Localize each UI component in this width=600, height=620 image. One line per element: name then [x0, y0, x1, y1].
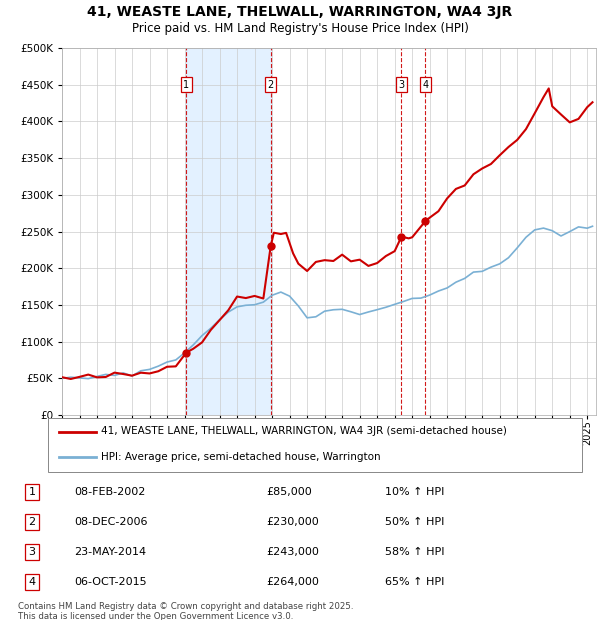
Text: 10% ↑ HPI: 10% ↑ HPI — [385, 487, 444, 497]
Text: 1: 1 — [29, 487, 35, 497]
Text: 2: 2 — [268, 80, 274, 90]
Text: £243,000: £243,000 — [266, 547, 319, 557]
Text: 3: 3 — [29, 547, 35, 557]
Text: 23-MAY-2014: 23-MAY-2014 — [74, 547, 146, 557]
Text: 08-FEB-2002: 08-FEB-2002 — [74, 487, 146, 497]
Text: 2: 2 — [29, 517, 35, 527]
Text: Contains HM Land Registry data © Crown copyright and database right 2025.
This d: Contains HM Land Registry data © Crown c… — [18, 602, 353, 620]
Text: 58% ↑ HPI: 58% ↑ HPI — [385, 547, 444, 557]
Text: 3: 3 — [398, 80, 404, 90]
Text: 50% ↑ HPI: 50% ↑ HPI — [385, 517, 444, 527]
FancyBboxPatch shape — [48, 418, 582, 472]
Text: 4: 4 — [29, 577, 35, 587]
Text: £85,000: £85,000 — [266, 487, 312, 497]
Text: 41, WEASTE LANE, THELWALL, WARRINGTON, WA4 3JR: 41, WEASTE LANE, THELWALL, WARRINGTON, W… — [88, 5, 512, 19]
Text: 4: 4 — [422, 80, 428, 90]
Text: 08-DEC-2006: 08-DEC-2006 — [74, 517, 148, 527]
Text: 65% ↑ HPI: 65% ↑ HPI — [385, 577, 444, 587]
Text: HPI: Average price, semi-detached house, Warrington: HPI: Average price, semi-detached house,… — [101, 452, 381, 462]
Text: 1: 1 — [183, 80, 190, 90]
Text: £230,000: £230,000 — [266, 517, 319, 527]
Text: £264,000: £264,000 — [266, 577, 319, 587]
Text: 41, WEASTE LANE, THELWALL, WARRINGTON, WA4 3JR (semi-detached house): 41, WEASTE LANE, THELWALL, WARRINGTON, W… — [101, 427, 507, 436]
Bar — [187, 48, 271, 415]
Text: Price paid vs. HM Land Registry's House Price Index (HPI): Price paid vs. HM Land Registry's House … — [131, 22, 469, 35]
Text: 06-OCT-2015: 06-OCT-2015 — [74, 577, 147, 587]
